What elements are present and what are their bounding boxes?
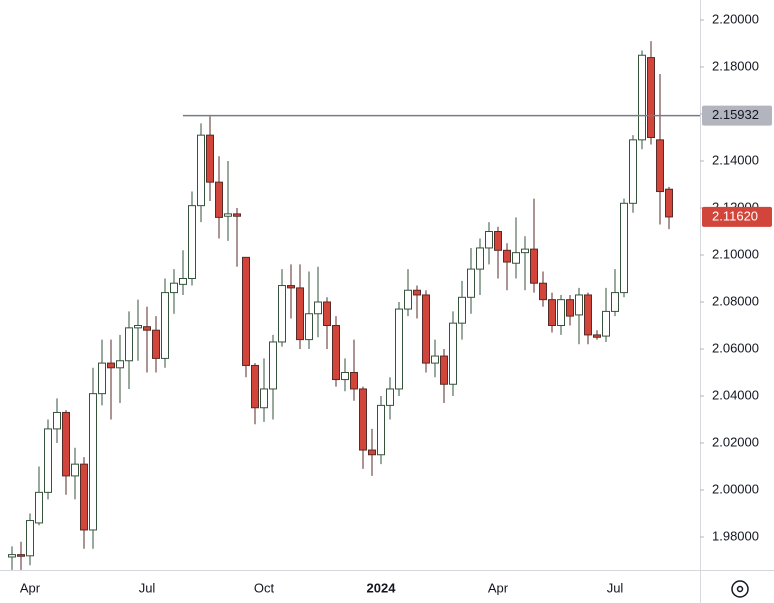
candle-body <box>386 388 394 406</box>
candle-body <box>575 294 583 316</box>
candle-body <box>449 322 457 385</box>
last-price-label: 2.11620 <box>712 208 758 223</box>
candle-body <box>512 252 520 264</box>
candle-body <box>89 393 97 531</box>
last-price-tag <box>702 206 772 227</box>
candle-body <box>125 327 133 362</box>
candle-body <box>35 491 43 524</box>
candle-body <box>107 362 115 369</box>
candle-body <box>242 256 250 366</box>
candle-body <box>431 355 439 364</box>
candle-body <box>98 362 106 395</box>
y-tick-label: 2.02000 <box>712 434 759 449</box>
candle-body <box>593 334 601 338</box>
y-tick-label: 1.98000 <box>712 528 759 543</box>
candle-body <box>530 248 538 284</box>
candle-body <box>494 231 502 251</box>
candle-body <box>206 134 214 183</box>
candle-body <box>170 282 178 294</box>
candle-body <box>548 299 556 327</box>
candle-body <box>656 139 664 193</box>
candle-body <box>629 139 637 204</box>
x-tick-label: 2024 <box>367 580 397 595</box>
x-tick-label: Oct <box>254 580 275 595</box>
candle-body <box>71 463 79 477</box>
candle-body <box>269 341 277 390</box>
x-tick-label: Apr <box>488 580 509 595</box>
candle-body <box>161 292 169 359</box>
y-tick-label: 2.00000 <box>712 481 759 496</box>
candle-body <box>8 554 16 558</box>
candle-body <box>467 268 475 298</box>
y-tick-label: 2.20000 <box>712 11 759 26</box>
y-tick-label: 2.14000 <box>712 152 759 167</box>
level-label: 2.15932 <box>712 107 759 122</box>
x-tick-label: Jul <box>607 580 624 595</box>
candle-body <box>413 289 421 296</box>
candle-body <box>359 388 367 451</box>
settings-ring[interactable] <box>731 580 749 598</box>
y-tick-label: 2.06000 <box>712 340 759 355</box>
candle-body <box>341 372 349 381</box>
candle-body <box>314 301 322 315</box>
candle-body <box>188 205 196 280</box>
x-tick-label: Jul <box>139 580 156 595</box>
candle-body <box>665 188 673 218</box>
candle-body <box>26 520 34 557</box>
candle-body <box>377 404 385 456</box>
candle-body <box>566 299 574 317</box>
candle-body <box>404 289 412 310</box>
x-tick-label: Apr <box>20 580 41 595</box>
level-tag <box>702 105 772 126</box>
candle-body <box>611 292 619 312</box>
candle-body <box>602 310 610 337</box>
candle-body <box>116 360 124 369</box>
candle-body <box>260 388 268 409</box>
candle-body <box>197 134 205 207</box>
candle-body <box>620 202 628 294</box>
candle-body <box>17 554 25 557</box>
candle-body <box>44 428 52 493</box>
settings-icon[interactable] <box>731 580 749 598</box>
candle-body <box>440 355 448 385</box>
candle-body <box>647 57 655 139</box>
candle-body <box>584 294 592 336</box>
candle-body <box>539 282 547 301</box>
candle-body <box>521 248 529 254</box>
candle-body <box>53 411 61 430</box>
candle-body <box>215 181 223 218</box>
candle-body <box>287 285 295 289</box>
candle-body <box>305 313 313 341</box>
candle-body <box>476 247 484 270</box>
candle-body <box>350 372 358 390</box>
y-tick-label: 2.18000 <box>712 58 759 73</box>
candle-body <box>422 294 430 364</box>
candle-body <box>332 325 340 381</box>
candle-body <box>395 308 403 390</box>
y-tick-label: 2.10000 <box>712 246 759 261</box>
candle-body <box>251 364 259 409</box>
y-tick-label: 2.04000 <box>712 387 759 402</box>
candle-body <box>503 249 511 263</box>
candle-body <box>233 213 241 217</box>
candle-body <box>458 296 466 324</box>
candle-body <box>278 285 286 343</box>
candle-body <box>143 326 151 331</box>
candle-body <box>557 299 565 327</box>
candle-body <box>296 287 304 341</box>
candle-body <box>638 54 646 141</box>
candle-body <box>368 449 376 456</box>
candle-body <box>152 329 160 359</box>
y-tick-label: 2.08000 <box>712 293 759 308</box>
candle-body <box>224 213 232 217</box>
settings-core[interactable] <box>736 585 744 593</box>
candle-body <box>134 325 142 329</box>
candle-body <box>62 411 70 477</box>
candle-body <box>323 301 331 327</box>
candle-body <box>179 278 187 285</box>
candle-body <box>80 463 88 531</box>
candle-body <box>485 231 493 249</box>
